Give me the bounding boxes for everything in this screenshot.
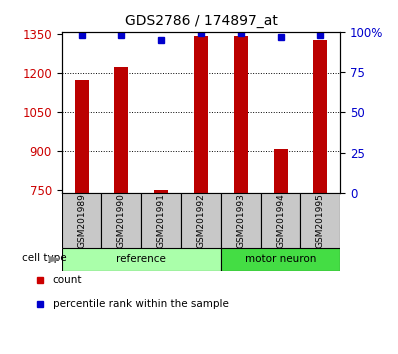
Text: GSM201993: GSM201993	[236, 193, 245, 248]
Bar	[221, 248, 340, 271]
Text: GSM201994: GSM201994	[276, 193, 285, 248]
Bar	[62, 248, 221, 271]
Text: cell type: cell type	[21, 253, 66, 263]
Bar	[62, 193, 101, 248]
Text: percentile rank within the sample: percentile rank within the sample	[53, 299, 229, 309]
Text: GSM201990: GSM201990	[117, 193, 126, 248]
Bar	[75, 80, 89, 193]
Text: GSM201992: GSM201992	[197, 193, 205, 248]
Title: GDS2786 / 174897_at: GDS2786 / 174897_at	[125, 14, 277, 28]
Bar	[234, 36, 248, 193]
Text: GSM201995: GSM201995	[316, 193, 325, 248]
Bar	[314, 40, 328, 193]
Bar	[141, 193, 181, 248]
Text: GSM201991: GSM201991	[157, 193, 166, 248]
Bar	[274, 149, 287, 193]
Bar	[154, 190, 168, 193]
Text: GSM201989: GSM201989	[77, 193, 86, 248]
Bar	[221, 193, 261, 248]
Text: motor neuron: motor neuron	[245, 254, 316, 264]
Bar	[194, 36, 208, 193]
Bar	[181, 193, 221, 248]
Bar	[101, 193, 141, 248]
Bar	[115, 67, 129, 193]
Bar	[261, 193, 300, 248]
Bar	[300, 193, 340, 248]
Text: reference: reference	[116, 254, 166, 264]
Polygon shape	[49, 257, 59, 262]
Text: count: count	[53, 275, 82, 285]
